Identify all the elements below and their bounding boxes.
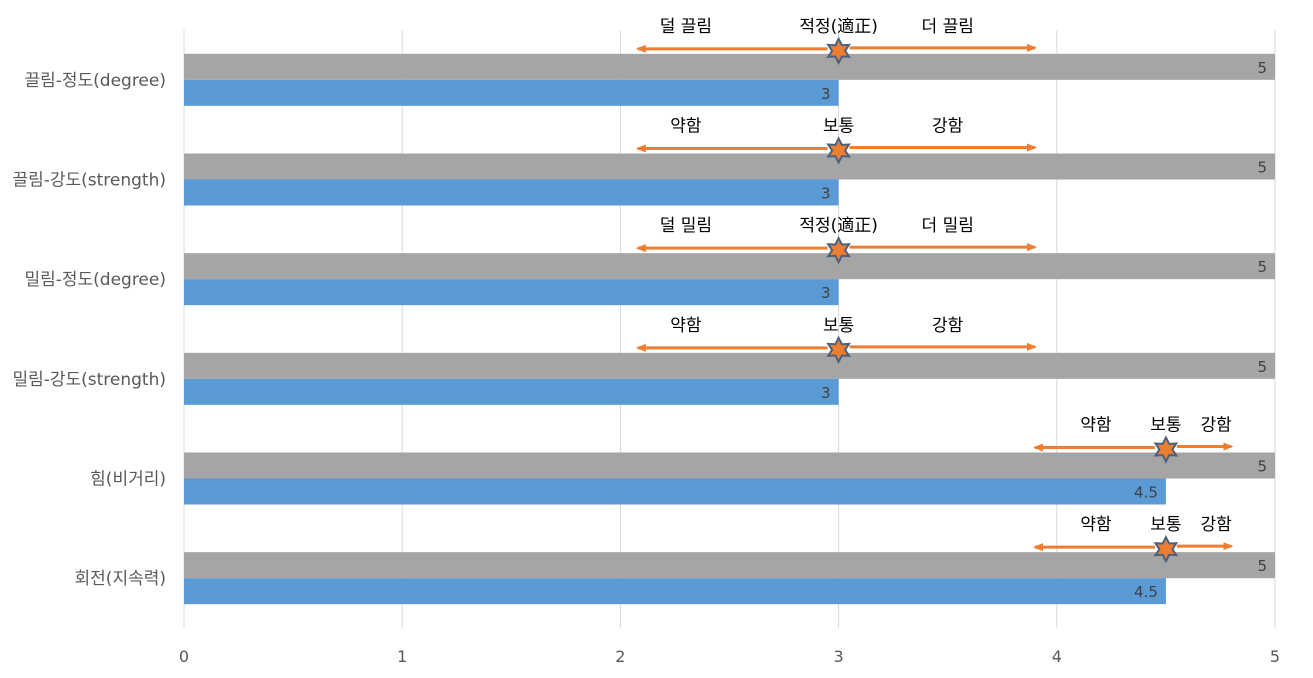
bar-series-1 bbox=[184, 279, 839, 306]
bar-series-0 bbox=[184, 253, 1275, 280]
star-marker-icon bbox=[1153, 435, 1179, 464]
annotation-right-text: 더 끌림 bbox=[922, 17, 974, 37]
annotation-right-text: 더 밀림 bbox=[922, 216, 974, 236]
annotation-mid-text: 보통 bbox=[1150, 515, 1181, 535]
data-label-series-0: 5 bbox=[1257, 258, 1267, 276]
bar-series-0 bbox=[184, 53, 1275, 80]
annotation-mid-text: 보통 bbox=[823, 316, 854, 336]
category-label: 끌림-정도(degree) bbox=[24, 71, 166, 91]
category-label: 회전(지속력) bbox=[75, 569, 166, 589]
annotation-mid-text: 적정(適正) bbox=[799, 216, 878, 236]
bar-series-1 bbox=[184, 578, 1166, 605]
bar-series-0 bbox=[184, 352, 1275, 379]
x-tick-label: 2 bbox=[615, 647, 625, 666]
star-marker-icon bbox=[826, 236, 851, 265]
data-label-series-1: 3 bbox=[821, 284, 831, 302]
star-marker-icon bbox=[826, 335, 851, 364]
data-label-series-1: 3 bbox=[821, 384, 831, 402]
bar-series-1 bbox=[184, 478, 1166, 505]
x-tick-label: 3 bbox=[834, 647, 844, 666]
bar-series-1 bbox=[184, 79, 839, 106]
data-label-series-1: 4.5 bbox=[1134, 484, 1158, 502]
data-label-series-0: 5 bbox=[1257, 59, 1267, 77]
annotation-right-text: 강함 bbox=[932, 316, 964, 336]
category-label: 힘(비거리) bbox=[90, 470, 166, 490]
bar-series-1 bbox=[184, 378, 839, 405]
star-marker-icon bbox=[1153, 535, 1179, 564]
annotation-left-text: 약함 bbox=[670, 316, 702, 336]
x-tick-label: 0 bbox=[179, 647, 189, 666]
bar-series-1 bbox=[184, 179, 839, 206]
data-label-series-0: 5 bbox=[1257, 557, 1267, 575]
annotation-right-text: 강함 bbox=[1200, 515, 1232, 535]
annotation-left-text: 약함 bbox=[1080, 515, 1112, 535]
annotation-left-text: 덜 끌림 bbox=[660, 17, 712, 37]
data-label-series-1: 4.5 bbox=[1134, 583, 1158, 601]
category-label: 끌림-강도(strength) bbox=[12, 171, 166, 191]
x-tick-label: 1 bbox=[397, 647, 407, 666]
annotation-right-text: 강함 bbox=[1200, 416, 1232, 436]
data-label-series-1: 3 bbox=[821, 85, 831, 103]
category-label: 밀림-정도(degree) bbox=[24, 270, 166, 290]
annotation-right-text: 강함 bbox=[932, 117, 964, 137]
bar-series-0 bbox=[184, 552, 1275, 579]
annotation-left-text: 약함 bbox=[1080, 416, 1112, 436]
bar-series-0 bbox=[184, 153, 1275, 180]
star-marker-icon bbox=[826, 136, 851, 165]
data-label-series-0: 5 bbox=[1257, 159, 1267, 177]
star-marker-icon bbox=[826, 36, 851, 65]
data-label-series-1: 3 bbox=[821, 185, 831, 203]
x-tick-label: 5 bbox=[1270, 647, 1280, 666]
data-label-series-0: 5 bbox=[1257, 458, 1267, 476]
annotation-mid-text: 보통 bbox=[1150, 416, 1181, 436]
annotation-mid-text: 보통 bbox=[823, 117, 854, 137]
category-label: 밀림-강도(strength) bbox=[12, 370, 166, 390]
bar-series-0 bbox=[184, 452, 1275, 479]
annotation-left-text: 덜 밀림 bbox=[660, 216, 712, 236]
annotation-left-text: 약함 bbox=[670, 117, 702, 137]
x-tick-label: 4 bbox=[1052, 647, 1062, 666]
annotation-mid-text: 적정(適正) bbox=[799, 17, 878, 37]
data-label-series-0: 5 bbox=[1257, 358, 1267, 376]
